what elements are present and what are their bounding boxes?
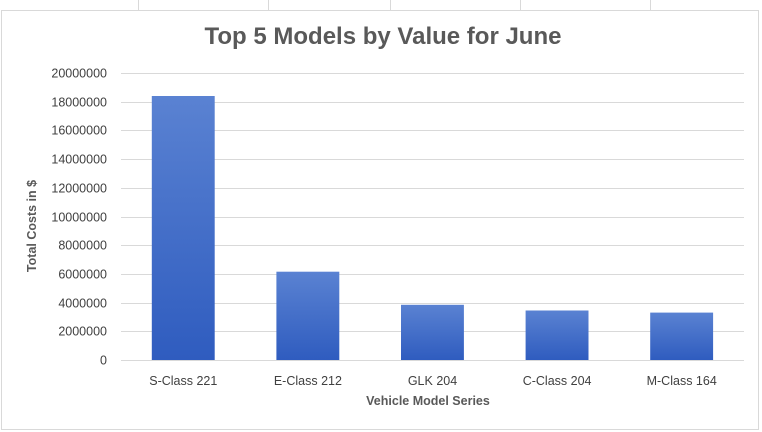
y-tick-label: 6000000 <box>58 268 107 282</box>
sheet-gridline <box>138 0 139 10</box>
sheet-gridline <box>390 0 391 10</box>
y-tick-label: 14000000 <box>51 153 107 167</box>
y-tick-label: 10000000 <box>51 211 107 225</box>
gridlines <box>121 73 744 361</box>
y-axis-tick-labels: 0 2000000 4000000 6000000 8000000 10000000 120… <box>51 67 107 368</box>
y-tick-label: 8000000 <box>58 239 107 253</box>
x-tick-label: GLK 204 <box>408 374 457 388</box>
x-tick-label: C-Class 204 <box>523 374 592 388</box>
chart-title: Top 5 Models by Value for June <box>205 23 562 50</box>
chart-object[interactable]: Top 5 Models by Value for June 0 2000000 4… <box>1 10 759 430</box>
y-tick-label: 4000000 <box>58 297 107 311</box>
y-tick-label: 20000000 <box>51 67 107 81</box>
y-tick-label: 18000000 <box>51 96 107 110</box>
x-tick-label: S-Class 221 <box>149 374 217 388</box>
y-tick-label: 2000000 <box>58 325 107 339</box>
bar-c-class-204 <box>525 310 589 360</box>
x-tick-label: M-Class 164 <box>647 374 717 388</box>
bar-m-class-164 <box>650 312 714 360</box>
sheet-gridline <box>520 0 521 10</box>
y-axis-title: Total Costs in $ <box>25 180 39 272</box>
sheet-gridline <box>268 0 269 10</box>
bars <box>151 96 714 360</box>
y-tick-label: 16000000 <box>51 124 107 138</box>
x-axis-title: Vehicle Model Series <box>366 394 490 408</box>
bar-glk-204 <box>401 304 464 360</box>
x-axis-tick-labels: S-Class 221 E-Class 212 GLK 204 C-Class 204… <box>149 374 717 388</box>
bar-s-class-221 <box>151 96 215 360</box>
y-tick-label: 12000000 <box>51 182 107 196</box>
x-tick-label: E-Class 212 <box>274 374 342 388</box>
y-tick-label: 0 <box>100 354 107 368</box>
sheet-gridline <box>650 0 651 10</box>
bar-e-class-212 <box>276 271 340 360</box>
bar-chart: Top 5 Models by Value for June 0 2000000 4… <box>25 23 744 408</box>
